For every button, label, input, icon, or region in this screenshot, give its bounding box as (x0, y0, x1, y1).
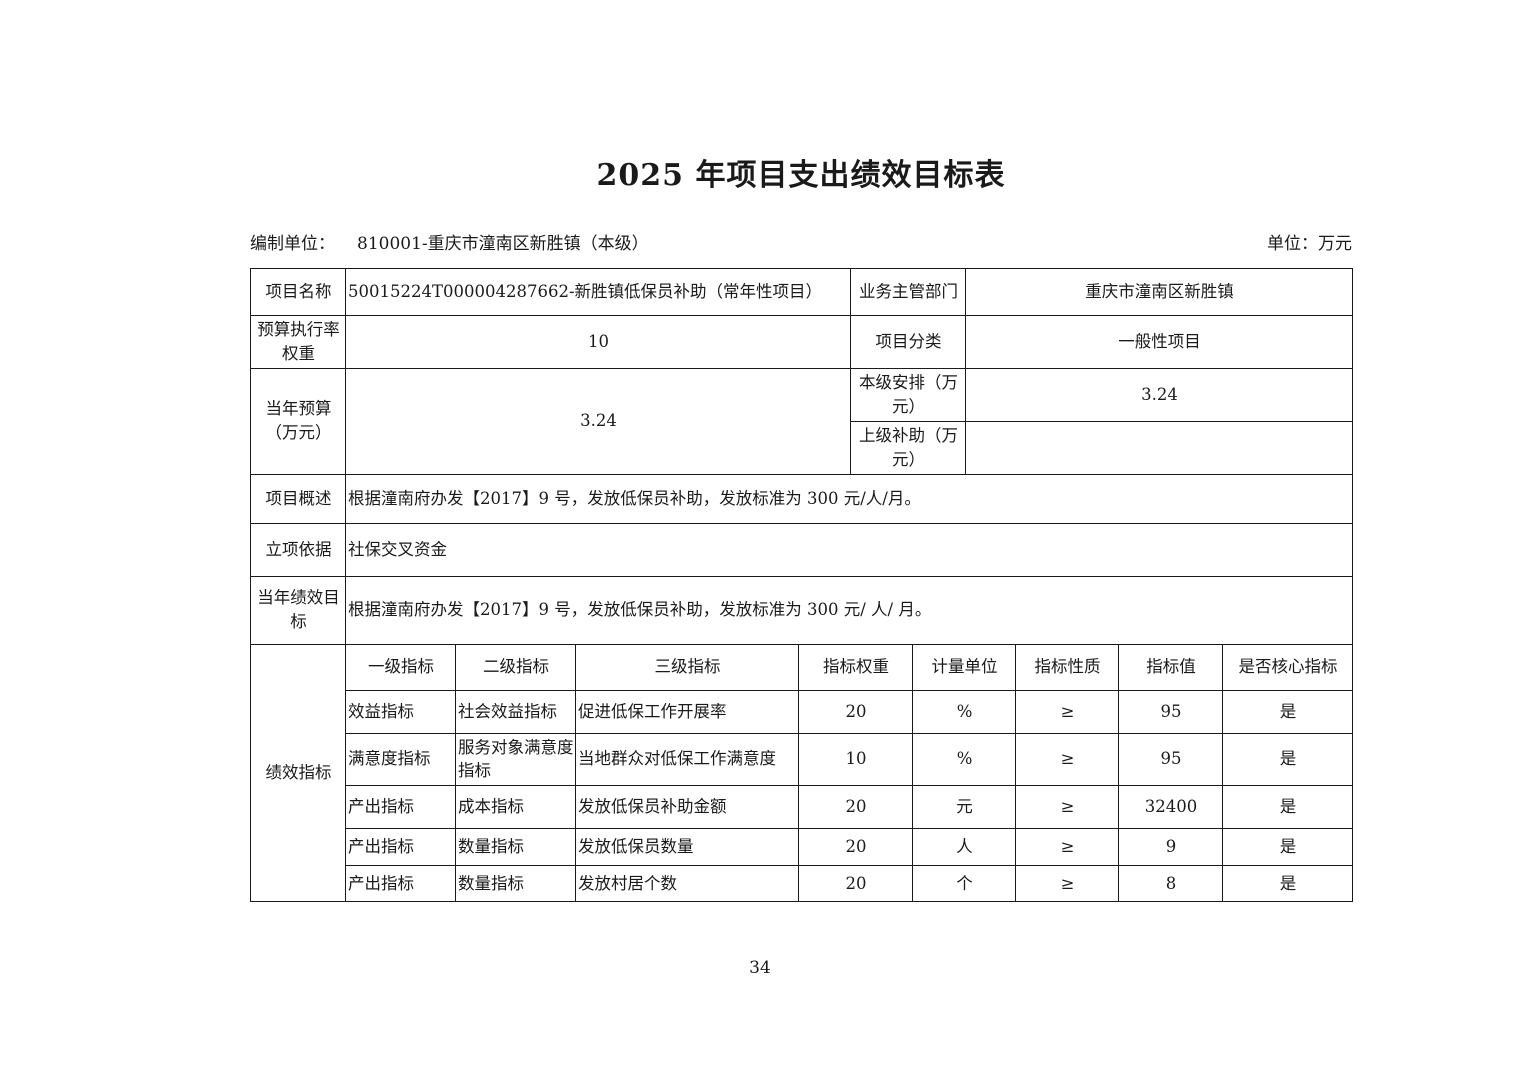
indicator-row: 效益指标 社会效益指标 促进低保工作开展率 20 % ≥ 95 是 (251, 689, 1354, 734)
project-name-label: 项目名称 (250, 268, 346, 316)
local-arrangement-label: 本级安排（万元） (850, 367, 967, 422)
budget-row: 当年预算（万元） 3.24 本级安排（万元） 3.24 (250, 367, 1354, 475)
indicator-nature-cell: ≥ (1015, 785, 1120, 830)
indicator-l1-cell: 产出指标 (345, 865, 456, 903)
local-arrangement-value: 3.24 (965, 367, 1354, 422)
prepared-by-label: 编制单位： (250, 234, 335, 254)
indicator-nature-cell: ≥ (1015, 732, 1120, 787)
superior-subsidy-row: 上级补助（万元） (251, 420, 1354, 475)
weight-value: 10 (344, 315, 852, 369)
indicator-unit-cell: 元 (912, 785, 1017, 830)
basis-label: 立项依据 (250, 522, 346, 577)
indicator-row: 产出指标 数量指标 发放村居个数 20 个 ≥ 8 是 (251, 865, 1354, 903)
project-name-value: 50015224T000004287662-新胜镇低保员补助（常年性项目） (344, 268, 852, 316)
indicator-row: 产出指标 数量指标 发放低保员数量 20 人 ≥ 9 是 (251, 828, 1354, 867)
indicator-unit-cell: 人 (912, 828, 1017, 867)
indicator-l2-cell: 数量指标 (455, 828, 576, 867)
indicator-l2-cell: 成本指标 (455, 785, 576, 830)
indicator-l2-cell: 社会效益指标 (455, 689, 576, 734)
indicator-weight-cell: 20 (797, 828, 914, 867)
header-level1: 一级指标 (345, 643, 456, 691)
prepared-by-value: 810001-重庆市潼南区新胜镇（本级） (357, 234, 649, 254)
indicator-l1-cell: 产出指标 (345, 785, 456, 830)
basis-value: 社保交叉资金 (344, 522, 1354, 577)
page-title: 2025 年项目支出绩效目标表 (596, 158, 1006, 193)
category-value: 一般性项目 (965, 315, 1354, 369)
weight-label: 预算执行率权重 (250, 315, 346, 369)
overview-row: 项目概述 根据潼南府办发【2017】9 号，发放低保员补助，发放标准为 300 … (250, 473, 1354, 524)
budget-label: 当年预算（万元） (250, 367, 346, 475)
performance-indicator-label: 绩效指标 (250, 643, 346, 903)
indicator-unit-cell: 个 (912, 865, 1017, 903)
header-level3: 三级指标 (575, 643, 799, 691)
indicator-value-cell: 95 (1118, 732, 1224, 787)
indicator-row: 产出指标 成本指标 发放低保员补助金额 20 元 ≥ 32400 是 (251, 785, 1354, 830)
indicator-l2-cell: 服务对象满意度指标 (455, 732, 576, 787)
indicator-weight-cell: 20 (797, 865, 914, 903)
indicator-weight-cell: 20 (797, 785, 914, 830)
meta-row: 编制单位： 810001-重庆市潼南区新胜镇（本级） 单位：万元 (250, 229, 1352, 254)
indicator-weight-cell: 10 (797, 732, 914, 787)
annual-target-value: 根据潼南府办发【2017】9 号，发放低保员补助，发放标准为 300 元/ 人/… (344, 575, 1354, 645)
project-name-row: 项目名称 50015224T000004287662-新胜镇低保员补助（常年性项… (250, 268, 1354, 316)
annual-target-row: 当年绩效目标 根据潼南府办发【2017】9 号，发放低保员补助，发放标准为 30… (250, 575, 1354, 645)
indicator-value-cell: 32400 (1118, 785, 1224, 830)
header-core: 是否核心指标 (1222, 643, 1354, 691)
dept-value: 重庆市潼南区新胜镇 (965, 268, 1354, 316)
indicator-nature-cell: ≥ (1015, 689, 1120, 734)
indicator-core-cell: 是 (1222, 732, 1354, 787)
indicator-nature-cell: ≥ (1015, 828, 1120, 867)
weight-row: 预算执行率权重 10 项目分类 一般性项目 (250, 315, 1354, 369)
indicator-core-cell: 是 (1222, 865, 1354, 903)
indicator-unit-cell: % (912, 689, 1017, 734)
category-label: 项目分类 (850, 315, 967, 369)
prepared-by: 编制单位： 810001-重庆市潼南区新胜镇（本级） (250, 229, 649, 254)
indicator-l1-cell: 产出指标 (345, 828, 456, 867)
indicator-core-cell: 是 (1222, 689, 1354, 734)
indicator-l1-cell: 满意度指标 (345, 732, 456, 787)
indicator-l3-cell: 发放村居个数 (575, 865, 799, 903)
overview-value: 根据潼南府办发【2017】9 号，发放低保员补助，发放标准为 300 元/人/月… (344, 473, 1354, 524)
superior-subsidy-value (965, 420, 1354, 475)
indicator-l1-cell: 效益指标 (345, 689, 456, 734)
indicator-unit-cell: % (912, 732, 1017, 787)
overview-label: 项目概述 (250, 473, 346, 524)
annual-target-label: 当年绩效目标 (250, 575, 346, 645)
indicator-row: 满意度指标 服务对象满意度指标 当地群众对低保工作满意度 10 % ≥ 95 是 (251, 732, 1354, 787)
header-weight: 指标权重 (797, 643, 914, 691)
indicator-l3-cell: 发放低保员数量 (575, 828, 799, 867)
indicator-l3-cell: 发放低保员补助金额 (575, 785, 799, 830)
indicator-value-cell: 8 (1118, 865, 1224, 903)
header-level2: 二级指标 (455, 643, 576, 691)
unit-label: 单位：万元 (1267, 234, 1352, 254)
indicator-value-cell: 9 (1118, 828, 1224, 867)
budget-value: 3.24 (344, 367, 852, 475)
indicator-value-cell: 95 (1118, 689, 1224, 734)
indicator-core-cell: 是 (1222, 828, 1354, 867)
header-nature: 指标性质 (1015, 643, 1120, 691)
dept-label: 业务主管部门 (850, 268, 967, 316)
indicator-core-cell: 是 (1222, 785, 1354, 830)
indicator-header-row: 绩效指标 一级指标 二级指标 三级指标 指标权重 计量单位 指标性质 指标值 是… (250, 643, 1354, 903)
indicator-weight-cell: 20 (797, 689, 914, 734)
basis-row: 立项依据 社保交叉资金 (250, 522, 1354, 577)
indicator-l2-cell: 数量指标 (455, 865, 576, 903)
superior-subsidy-label: 上级补助（万元） (850, 420, 967, 475)
indicator-l3-cell: 当地群众对低保工作满意度 (575, 732, 799, 787)
indicator-l3-cell: 促进低保工作开展率 (575, 689, 799, 734)
header-value: 指标值 (1118, 643, 1224, 691)
page-number: 34 (749, 958, 771, 978)
performance-target-table: 项目名称 50015224T000004287662-新胜镇低保员补助（常年性项… (250, 268, 1354, 903)
header-unit: 计量单位 (912, 643, 1017, 691)
indicator-nature-cell: ≥ (1015, 865, 1120, 903)
